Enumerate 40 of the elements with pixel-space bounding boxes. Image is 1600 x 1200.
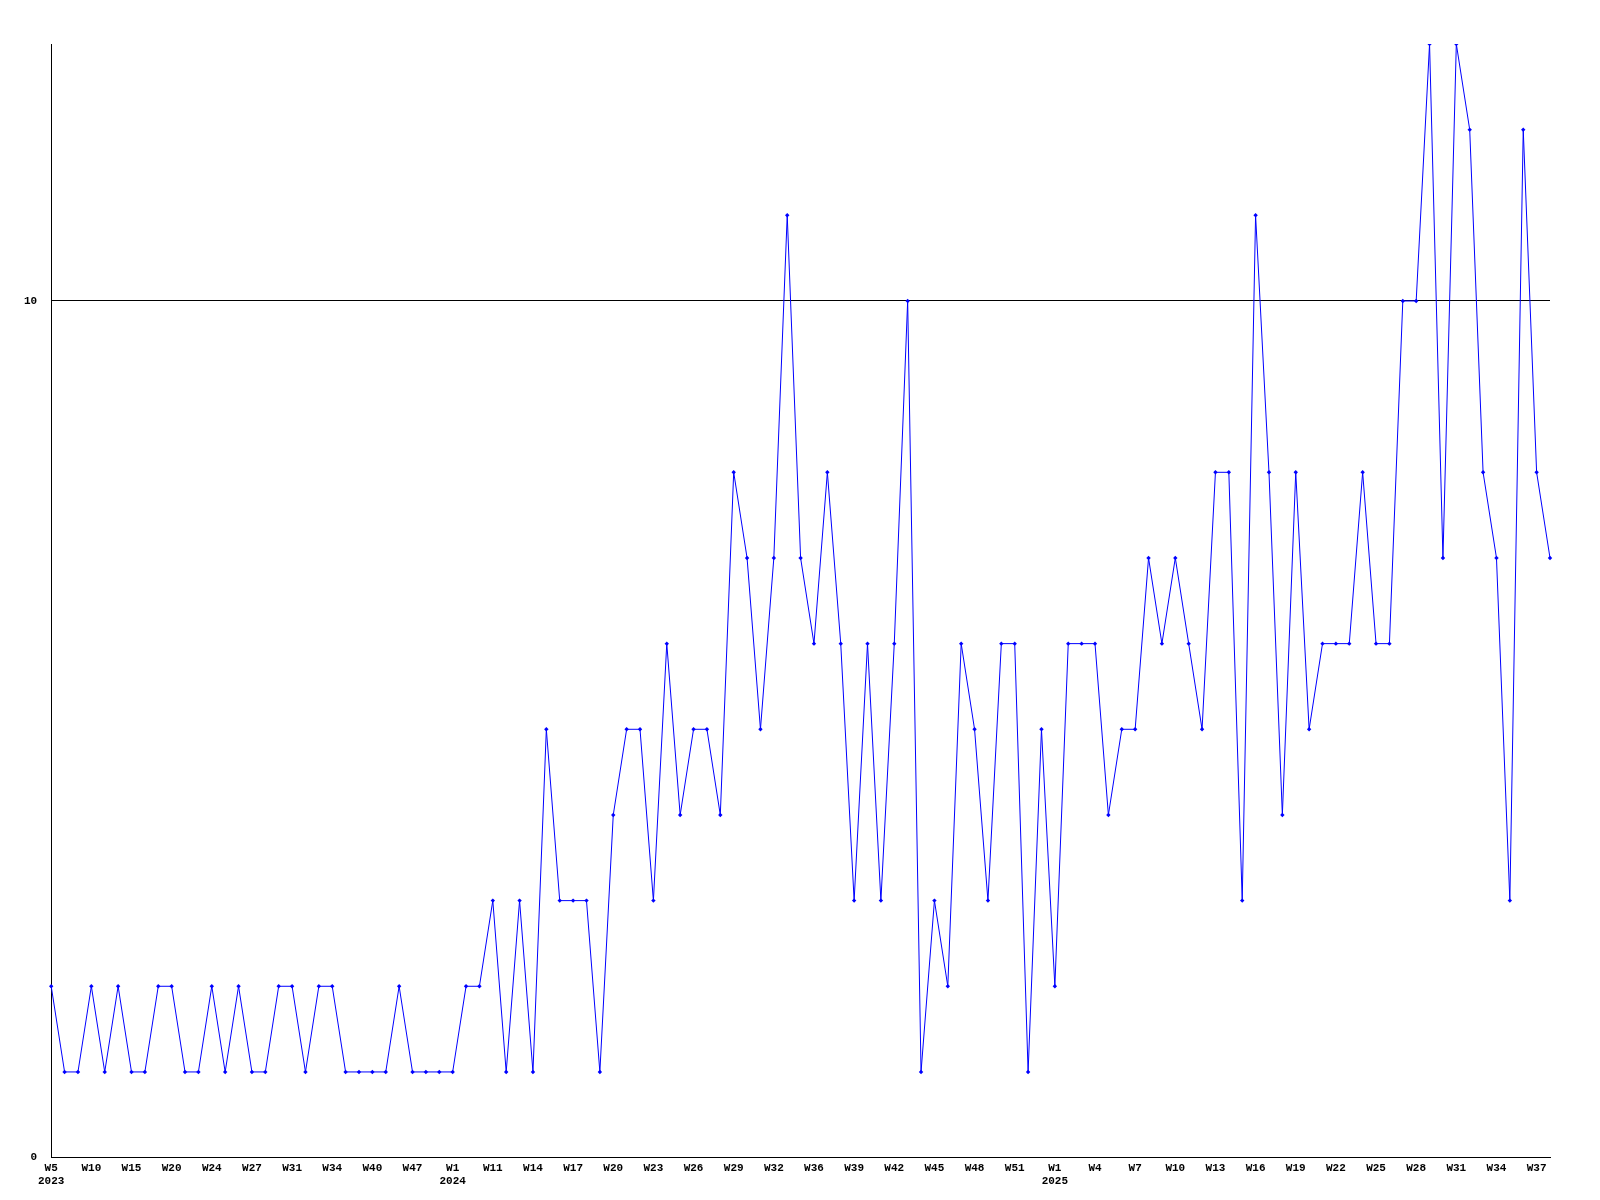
y-tick-label: 10 — [24, 294, 38, 307]
x-tick-label: W36 — [804, 1161, 824, 1174]
x-tick-label: W11 — [482, 1161, 504, 1174]
x-tick-label: W24 — [201, 1161, 223, 1174]
x-tick-label: W40 — [362, 1161, 383, 1174]
x-tick-label: W22 — [1325, 1161, 1346, 1174]
x-tick-label: W48 — [964, 1161, 985, 1174]
x-tick-label: W14 — [523, 1161, 544, 1174]
x-tick-label: W15 — [121, 1161, 142, 1174]
x-tick-label: W32 — [763, 1161, 784, 1174]
x-tick-label: W19 — [1285, 1161, 1306, 1174]
x-tick-label: W29 — [723, 1161, 744, 1174]
x-tick-label: W28 — [1406, 1161, 1427, 1174]
x-tick-label: W34 — [1486, 1161, 1507, 1174]
x-tick-label: W1 2024 — [439, 1161, 467, 1188]
x-tick-label: W10 — [1165, 1161, 1186, 1174]
x-tick-label: W16 — [1245, 1161, 1266, 1174]
x-tick-label: W37 — [1526, 1161, 1547, 1174]
x-tick-label: W51 — [1004, 1161, 1026, 1174]
x-tick-label: W7 — [1128, 1161, 1142, 1174]
x-tick-label: W25 — [1366, 1161, 1387, 1174]
x-tick-label: W10 — [81, 1161, 102, 1174]
x-tick-label: W1 2025 — [1041, 1161, 1069, 1188]
x-tick-label: W23 — [643, 1161, 664, 1174]
x-tick-label: W42 — [884, 1161, 905, 1174]
x-tick-label: W20 — [161, 1161, 182, 1174]
x-tick-label: W34 — [322, 1161, 343, 1174]
x-tick-label: W31 — [1446, 1161, 1467, 1174]
x-tick-label: W31 — [282, 1161, 303, 1174]
x-tick-label: W5 2023 — [38, 1161, 65, 1188]
x-tick-label: W20 — [603, 1161, 624, 1174]
x-tick-label: W47 — [402, 1161, 423, 1174]
y-tick-label: 0 — [30, 1151, 38, 1164]
x-tick-label: W26 — [683, 1161, 704, 1174]
x-tick-label: W45 — [924, 1161, 945, 1174]
x-tick-label: W39 — [844, 1161, 865, 1174]
x-tick-label: W17 — [563, 1161, 584, 1174]
x-tick-label: W13 — [1205, 1161, 1226, 1174]
x-tick-label: W27 — [242, 1161, 262, 1174]
x-tick-label: W4 — [1088, 1161, 1103, 1174]
